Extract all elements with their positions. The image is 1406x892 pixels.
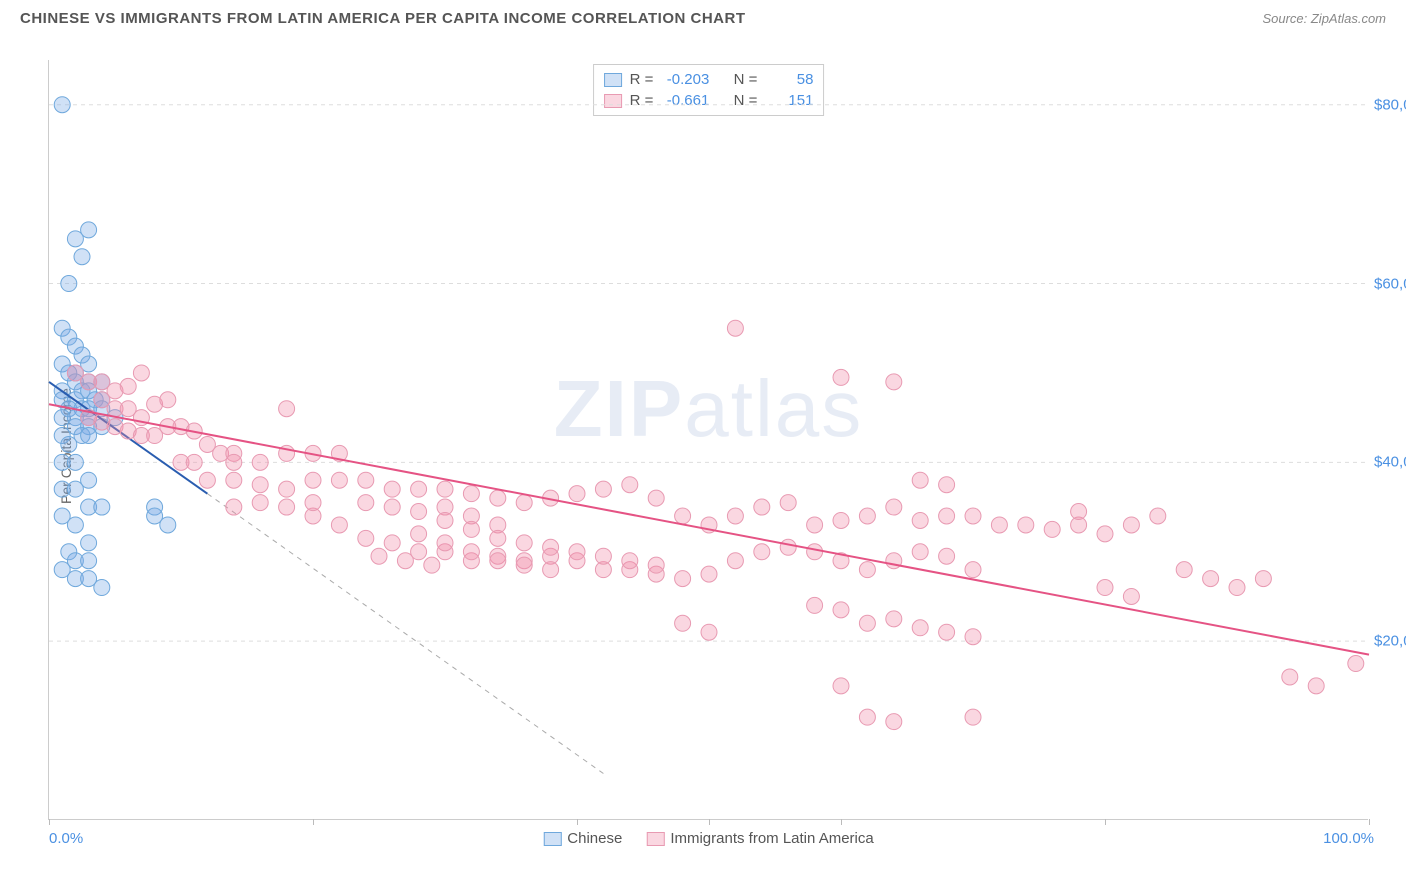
x-tick [577,819,578,825]
x-tick [841,819,842,825]
x-tick [1369,819,1370,825]
scatter-svg [49,60,1368,819]
x-axis-min-label: 0.0% [49,830,83,847]
legend-label-chinese: Chinese [567,830,622,847]
x-tick [313,819,314,825]
legend-label-latin: Immigrants from Latin America [670,830,873,847]
legend: Chinese Immigrants from Latin America [543,830,873,847]
legend-swatch-chinese [543,832,561,846]
header: CHINESE VS IMMIGRANTS FROM LATIN AMERICA… [0,0,1406,27]
x-axis-max-label: 100.0% [1323,830,1374,847]
x-tick [1105,819,1106,825]
x-tick [49,819,50,825]
y-tick-label: $80,000 [1374,96,1406,113]
legend-swatch-latin [646,832,664,846]
y-tick-label: $60,000 [1374,275,1406,292]
source-attribution: Source: ZipAtlas.com [1262,11,1386,26]
y-tick-label: $40,000 [1374,454,1406,471]
legend-item-latin: Immigrants from Latin America [646,830,873,847]
y-tick-label: $20,000 [1374,633,1406,650]
chart-title: CHINESE VS IMMIGRANTS FROM LATIN AMERICA… [20,10,746,27]
chart-plot-area: ZIPatlas R = -0.203 N = 58 R = -0.661 N … [48,60,1368,820]
x-tick [709,819,710,825]
legend-item-chinese: Chinese [543,830,622,847]
